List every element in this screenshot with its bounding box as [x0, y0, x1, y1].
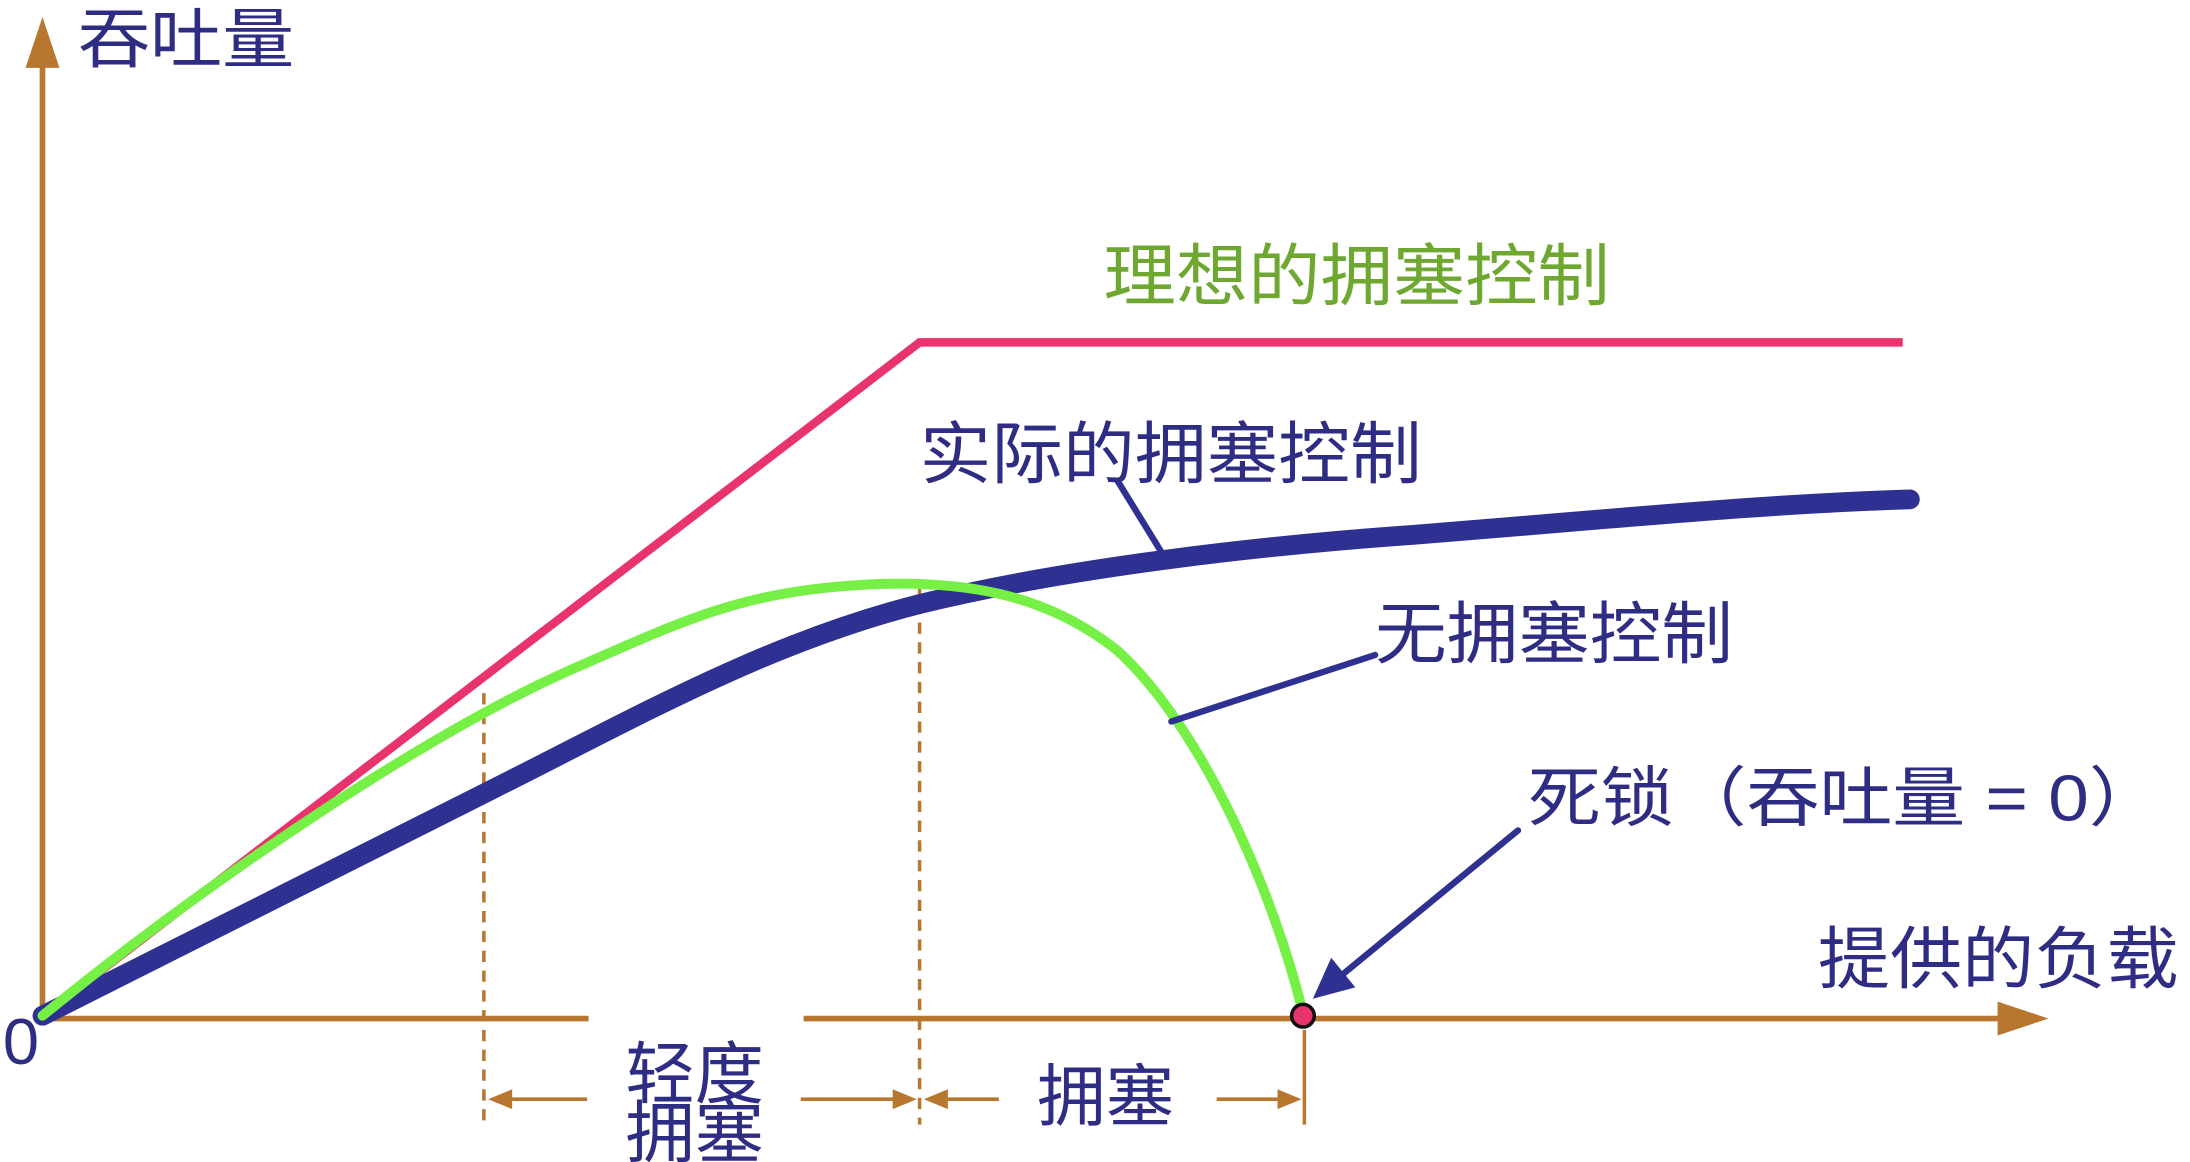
actual-curve-leader-line — [1114, 477, 1167, 558]
light-congestion-label-line1: 轻度 — [625, 1038, 764, 1113]
deadlock-label: 死锁（吞吐量 = 0） — [1528, 762, 2162, 835]
congestion-label: 拥塞 — [1037, 1060, 1174, 1135]
light-congestion-right-arrowhead — [892, 1089, 917, 1110]
light-congestion-left-arrowhead — [488, 1089, 513, 1110]
actual-congestion-control-curve — [32, 489, 1920, 1026]
light-congestion-label-backing — [588, 1012, 804, 1026]
ideal-curve-label: 理想的拥塞控制 — [1103, 240, 1609, 315]
x-axis-arrowhead — [1997, 1001, 2049, 1036]
deadlock-point-marker — [1289, 1002, 1317, 1029]
deadlock-pointer-line — [1340, 827, 1522, 977]
no-control-curve-leader-line — [1168, 651, 1379, 725]
y-axis-arrowhead — [25, 16, 60, 68]
actual-curve-label: 实际的拥塞控制 — [920, 418, 1422, 493]
no-control-curve-label: 无拥塞控制 — [1375, 598, 1733, 673]
congestion-right-arrowhead — [1277, 1089, 1302, 1110]
congestion-left-arrowhead — [923, 1089, 948, 1110]
ideal-congestion-control-curve — [39, 338, 1903, 1020]
light-congestion-label-line2: 拥塞 — [625, 1097, 764, 1162]
deadlock-pointer-arrowhead — [1312, 957, 1356, 999]
origin-label: 0 — [3, 1005, 39, 1078]
y-axis-label: 吞吐量 — [78, 3, 294, 76]
x-axis-label: 提供的负载 — [1818, 923, 2179, 998]
no-congestion-control-curve — [37, 578, 1308, 1021]
